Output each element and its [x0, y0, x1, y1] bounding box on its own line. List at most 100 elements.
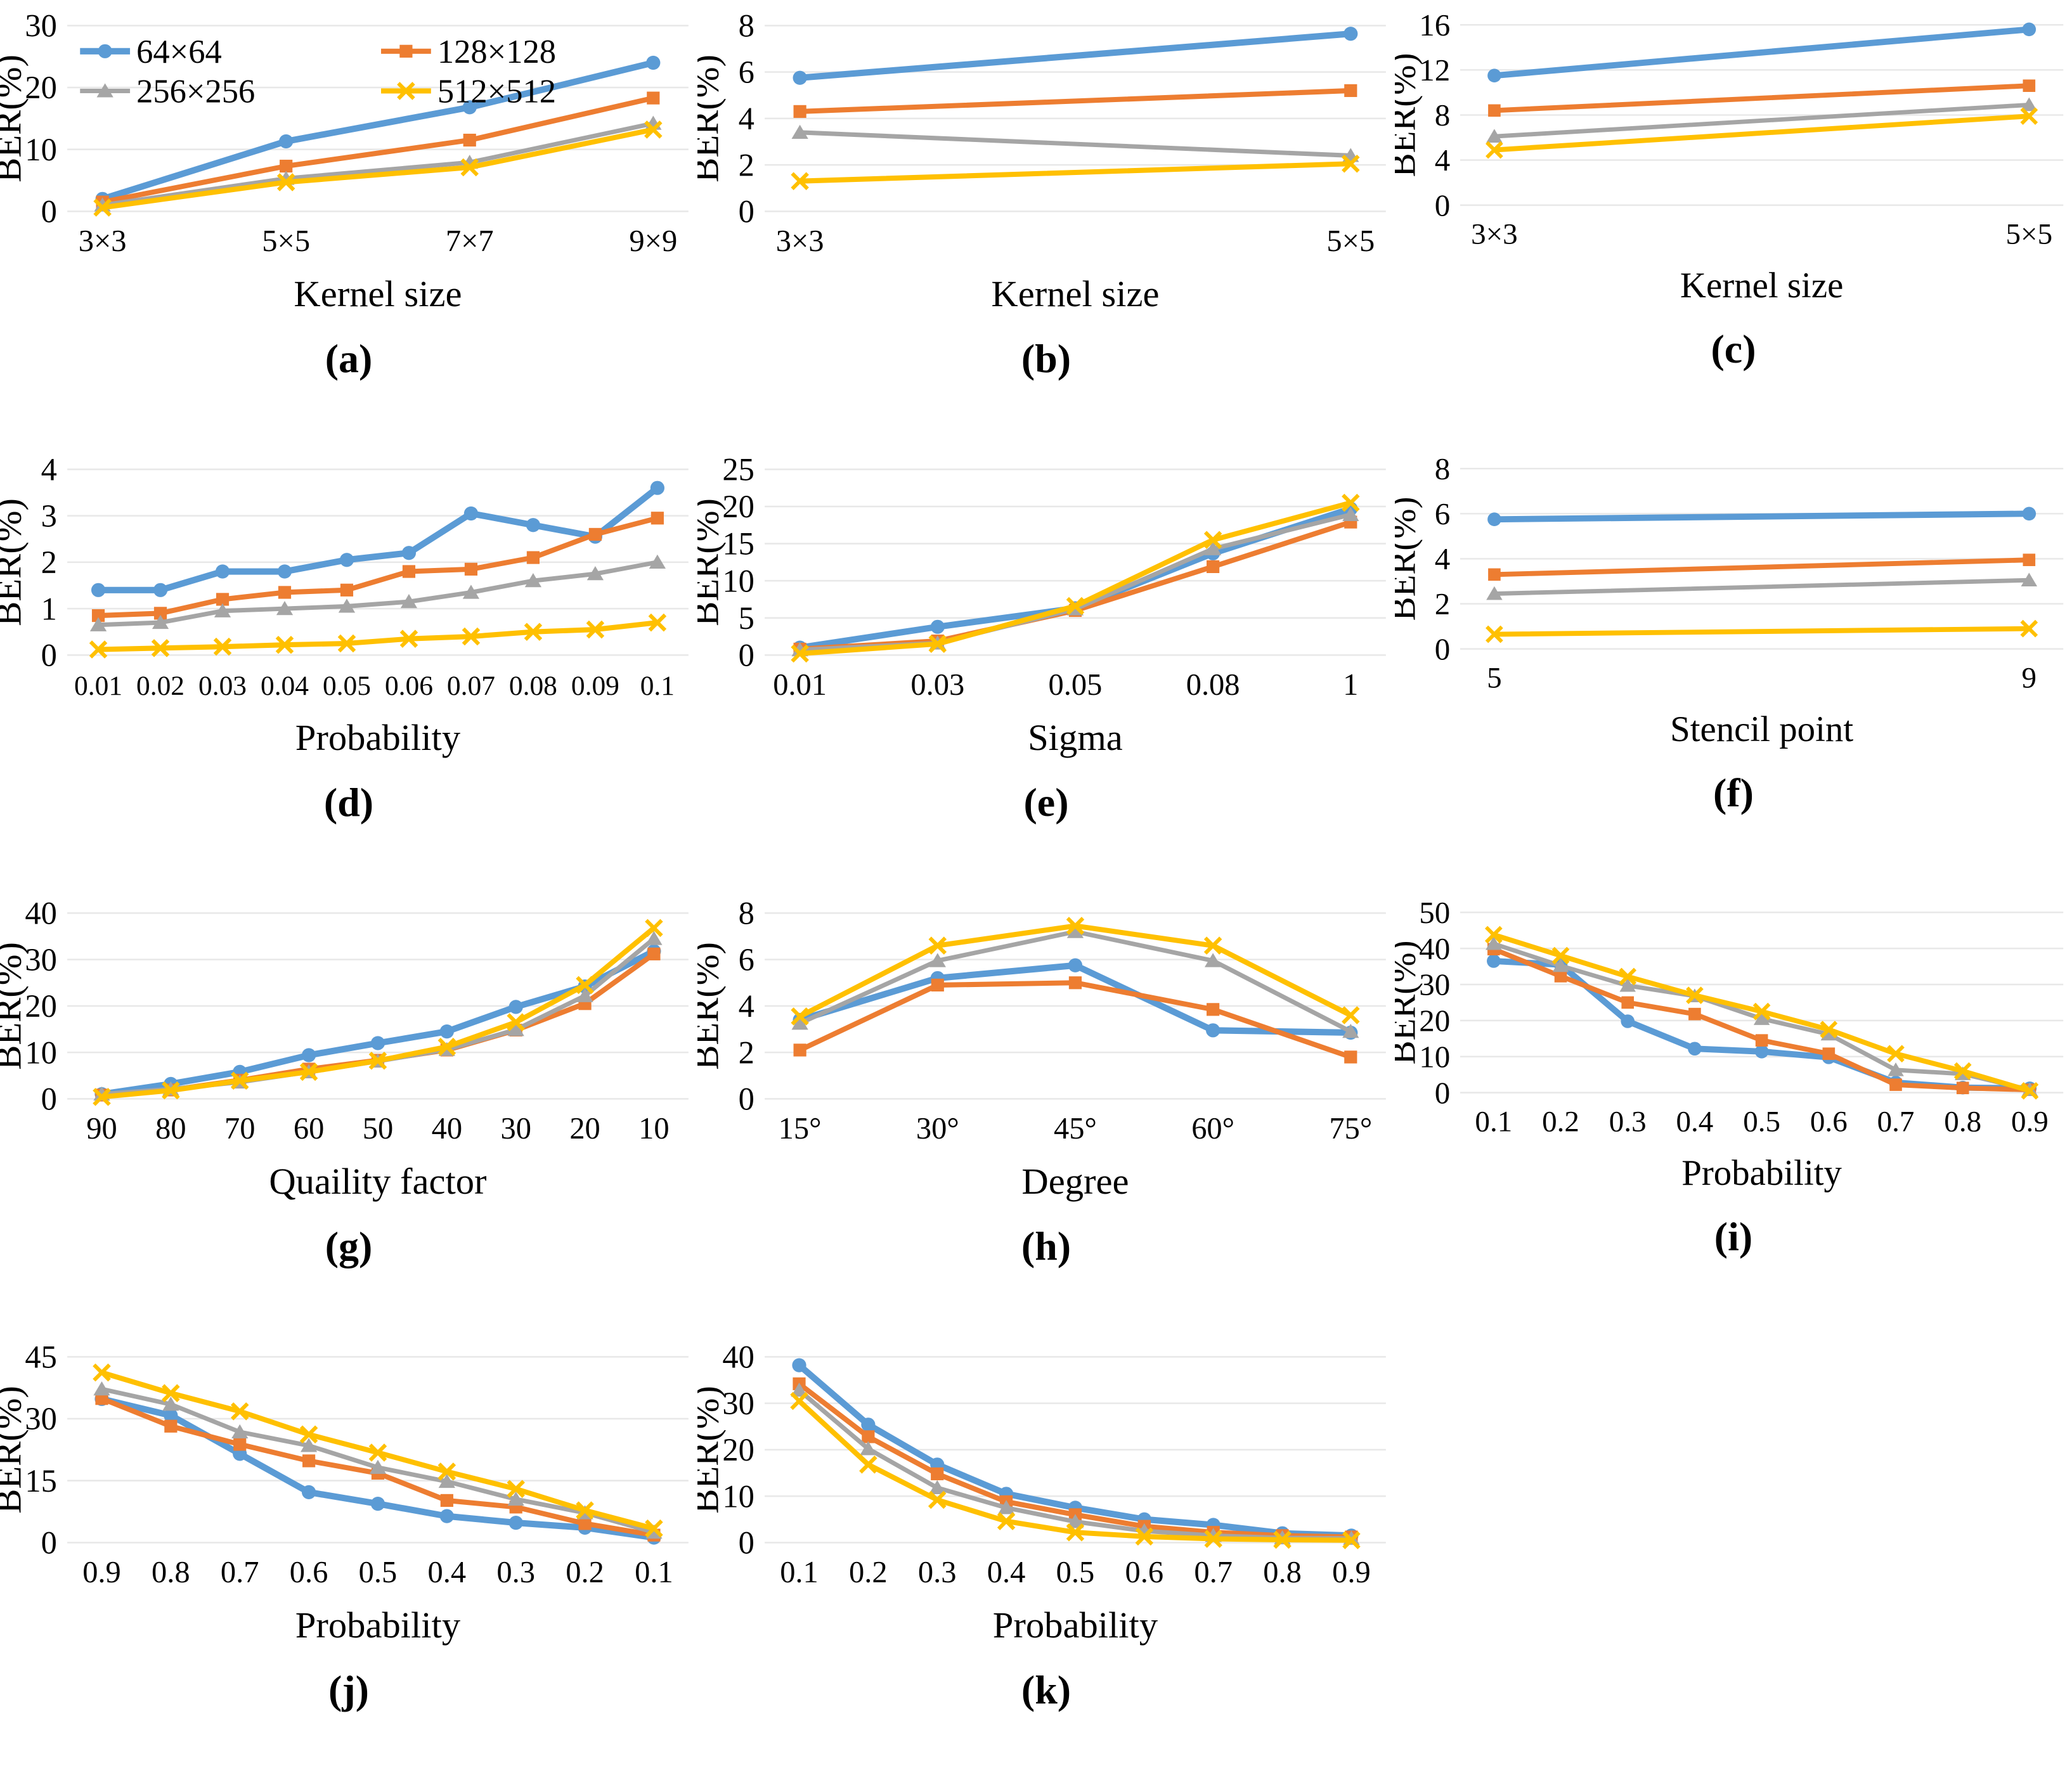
chart-svg-b: 0 2 4 6 8 BER(%) 3×3 5×5 Kernel size	[697, 8, 1386, 314]
subplot-e: 0 5 10 15 20 25 BER(%) 0.01 0.03 0.05 0.08 1 Sigma (…	[697, 444, 1395, 888]
svg-text:0.2: 0.2	[849, 1556, 888, 1589]
caption-a: (a)	[325, 336, 373, 382]
svg-text:0: 0	[41, 1081, 57, 1117]
chart-svg-h: 0 2 4 6 8 BER(%) 15° 30° 45° 60° 75° Degree	[697, 896, 1386, 1202]
svg-text:Kernel size: Kernel size	[294, 273, 462, 314]
svg-text:BER(%): BER(%)	[0, 498, 29, 626]
svg-text:0: 0	[41, 1525, 57, 1561]
svg-text:0.02: 0.02	[136, 671, 185, 701]
svg-text:0.4: 0.4	[987, 1556, 1026, 1589]
svg-text:30°: 30°	[916, 1112, 959, 1146]
svg-text:0.1: 0.1	[1475, 1105, 1512, 1138]
caption-h: (h)	[1021, 1223, 1072, 1269]
svg-text:0.09: 0.09	[571, 671, 619, 701]
svg-text:64×64: 64×64	[136, 34, 222, 70]
svg-text:0.03: 0.03	[910, 668, 964, 702]
svg-text:0.4: 0.4	[428, 1556, 467, 1589]
subplot-i: 0 10 20 30 40 50 BER(%) 0.1 0.2 0.3 0.4 0.5 0.6 0.7 0.…	[1395, 888, 2072, 1331]
svg-text:30: 30	[25, 1401, 56, 1436]
svg-text:20: 20	[25, 988, 56, 1024]
subplot-h: 0 2 4 6 8 BER(%) 15° 30° 45° 60° 75° Degree (h)	[697, 888, 1395, 1331]
svg-text:1: 1	[41, 591, 57, 626]
svg-text:0.9: 0.9	[82, 1556, 121, 1589]
svg-text:Quaility factor: Quaility factor	[269, 1161, 486, 1202]
svg-text:0.5: 0.5	[1056, 1556, 1095, 1589]
svg-text:BER(%): BER(%)	[697, 498, 726, 626]
caption-b: (b)	[1021, 336, 1072, 382]
svg-text:40: 40	[722, 1339, 754, 1375]
chart-canvas-a: 0 10 20 30 BER(%) 3×3 5×5 7×7 9×9 Kernel size 64×6…	[0, 0, 697, 333]
svg-text:BER(%): BER(%)	[0, 1386, 29, 1514]
svg-text:BER(%): BER(%)	[697, 1386, 726, 1514]
svg-text:0.03: 0.03	[198, 671, 247, 701]
svg-text:0.3: 0.3	[1609, 1105, 1647, 1138]
svg-text:8: 8	[739, 8, 754, 44]
svg-text:0.3: 0.3	[496, 1556, 535, 1589]
chart-svg-a: 0 10 20 30 BER(%) 3×3 5×5 7×7 9×9 Kernel size 64×6…	[0, 8, 689, 314]
svg-text:50: 50	[363, 1112, 393, 1146]
svg-text:4: 4	[739, 988, 754, 1024]
caption-c: (c)	[1711, 326, 1756, 371]
svg-text:20: 20	[25, 70, 56, 105]
svg-text:5×5: 5×5	[2006, 217, 2053, 250]
svg-text:0.06: 0.06	[385, 671, 433, 701]
caption-j: (j)	[328, 1667, 369, 1713]
svg-text:0.5: 0.5	[1743, 1105, 1780, 1138]
svg-text:0.5: 0.5	[359, 1556, 398, 1589]
svg-text:9×9: 9×9	[629, 224, 677, 258]
svg-text:10: 10	[25, 1035, 56, 1070]
svg-text:128×128: 128×128	[437, 34, 556, 70]
svg-text:2: 2	[739, 1035, 754, 1070]
caption-e: (e)	[1023, 780, 1069, 825]
chart-canvas-e: 0 5 10 15 20 25 BER(%) 0.01 0.03 0.05 0.08 1 Sigma	[697, 444, 1395, 777]
svg-text:8: 8	[739, 896, 754, 931]
svg-text:80: 80	[155, 1112, 186, 1146]
svg-text:5: 5	[739, 600, 754, 636]
svg-text:45: 45	[25, 1339, 56, 1375]
svg-text:0.1: 0.1	[640, 671, 675, 701]
chart-svg-j: 0 15 30 45 BER(%) 0.9 0.8 0.7 0.6 0.5 0.4 0.3 0.2 0.1…	[0, 1339, 689, 1646]
subplot-a: 0 10 20 30 BER(%) 3×3 5×5 7×7 9×9 Kernel size 64×6…	[0, 0, 697, 444]
svg-text:5×5: 5×5	[262, 224, 310, 258]
chart-canvas-b: 0 2 4 6 8 BER(%) 3×3 5×5 Kernel size	[697, 0, 1395, 333]
svg-text:0.6: 0.6	[290, 1556, 328, 1589]
svg-text:20: 20	[1419, 1004, 1450, 1038]
svg-text:0: 0	[739, 1525, 754, 1561]
svg-text:0.9: 0.9	[2011, 1105, 2049, 1138]
svg-text:3×3: 3×3	[776, 224, 824, 258]
svg-text:15: 15	[722, 526, 754, 562]
caption-f: (f)	[1713, 770, 1754, 815]
svg-text:1: 1	[1343, 668, 1358, 702]
chart-svg-k: 0 10 20 30 40 BER(%) 0.1 0.2 0.3 0.4 0.5 0.6 0.7 0.8 0…	[697, 1339, 1386, 1646]
svg-text:6: 6	[1435, 496, 1451, 531]
svg-text:Sigma: Sigma	[1028, 717, 1123, 758]
svg-text:0.1: 0.1	[635, 1556, 673, 1589]
svg-text:0.7: 0.7	[1194, 1556, 1233, 1589]
subplot-b: 0 2 4 6 8 BER(%) 3×3 5×5 Kernel size (b)	[697, 0, 1395, 444]
svg-text:6: 6	[739, 55, 754, 90]
svg-text:BER(%): BER(%)	[0, 55, 29, 183]
svg-text:7×7: 7×7	[446, 224, 494, 258]
svg-text:4: 4	[739, 101, 754, 136]
svg-text:10: 10	[638, 1112, 669, 1146]
svg-text:0.8: 0.8	[1263, 1556, 1302, 1589]
svg-text:0: 0	[1435, 1075, 1451, 1110]
caption-k: (k)	[1021, 1667, 1072, 1713]
svg-text:512×512: 512×512	[437, 74, 556, 110]
empty-cell	[1395, 1331, 2072, 1775]
chart-canvas-c: 0 4 8 12 16 BER(%) 3×3 5×5 Kernel size	[1395, 0, 2072, 323]
svg-text:15°: 15°	[779, 1112, 822, 1146]
svg-text:90: 90	[86, 1112, 117, 1146]
svg-text:0.6: 0.6	[1810, 1105, 1848, 1138]
svg-text:15: 15	[25, 1463, 56, 1499]
svg-text:0: 0	[41, 638, 57, 673]
svg-text:0: 0	[1435, 188, 1451, 223]
svg-text:0.01: 0.01	[773, 668, 827, 702]
svg-text:0: 0	[739, 194, 754, 229]
svg-text:0.7: 0.7	[221, 1556, 259, 1589]
svg-text:6: 6	[739, 942, 754, 978]
svg-text:4: 4	[41, 452, 57, 487]
svg-text:75°: 75°	[1329, 1112, 1372, 1146]
